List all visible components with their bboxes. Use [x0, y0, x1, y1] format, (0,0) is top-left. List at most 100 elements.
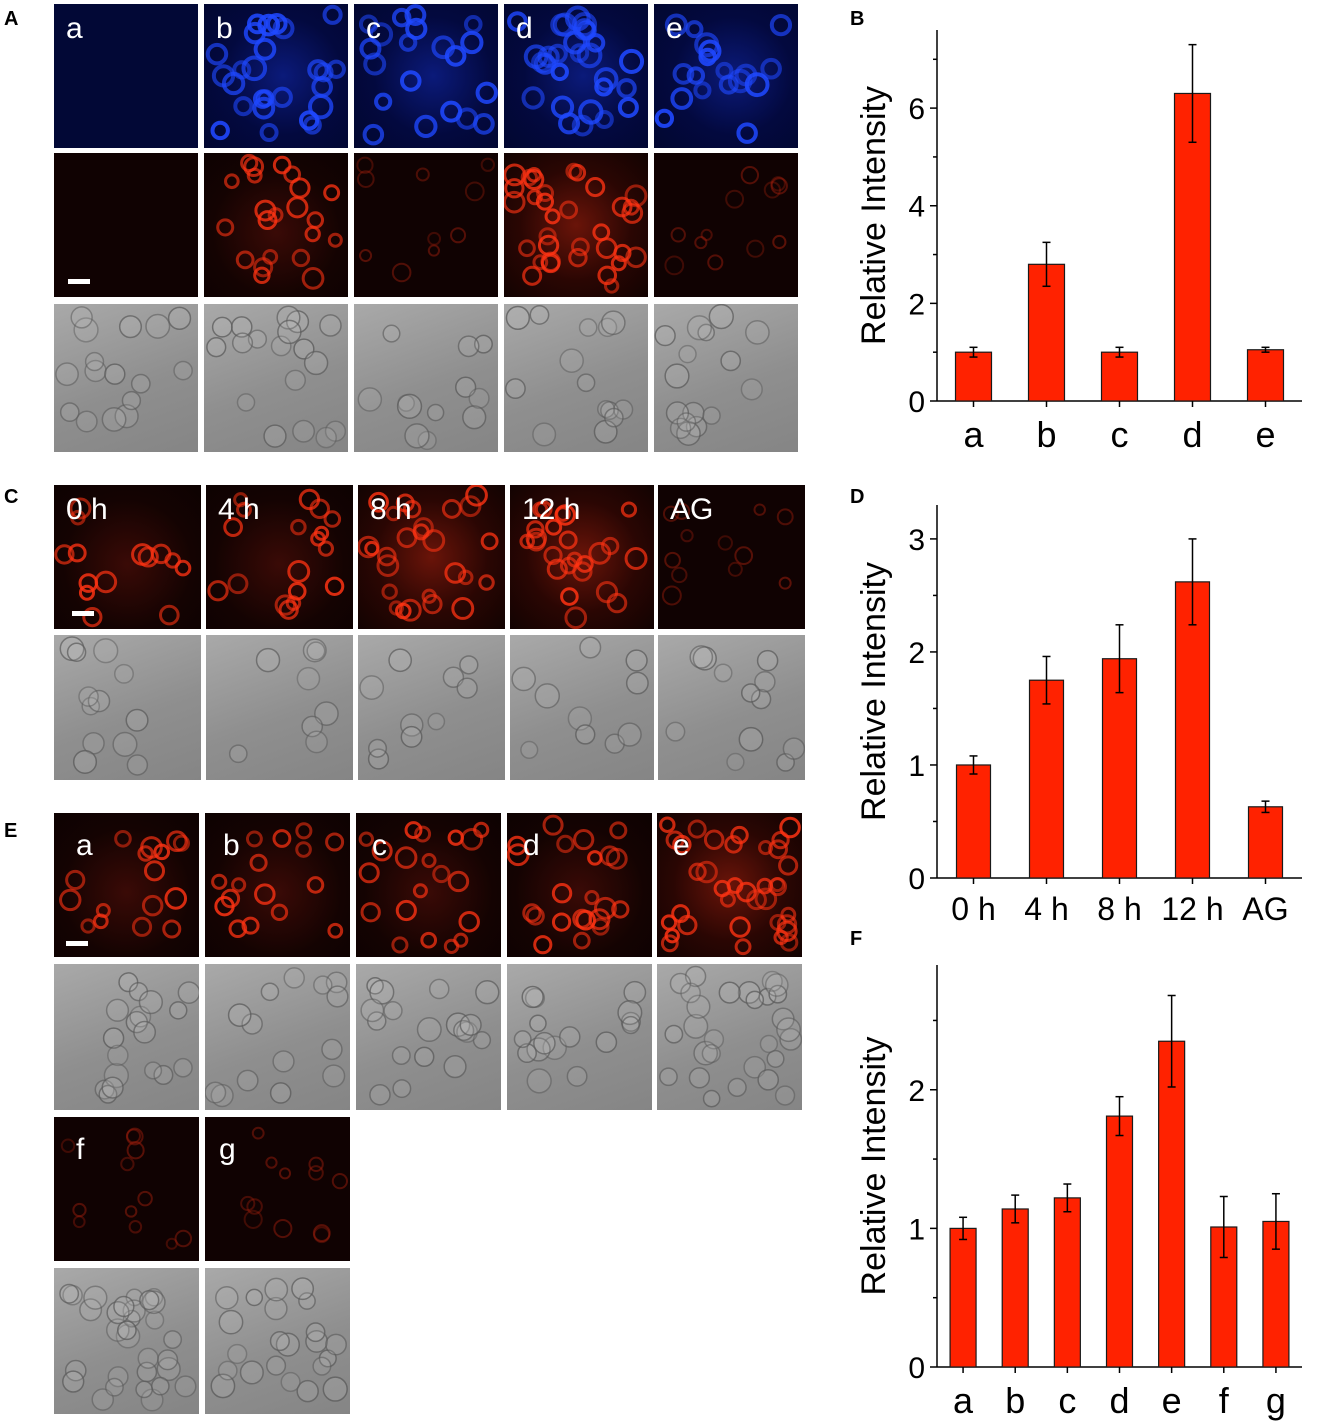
cell: [404, 423, 430, 449]
cell: [125, 708, 149, 732]
cell: [270, 903, 289, 922]
cell-image: [519, 500, 648, 629]
cell: [264, 1277, 289, 1302]
x-tick-label: 12 h: [1161, 891, 1223, 927]
cell: [368, 491, 389, 513]
cell: [744, 72, 770, 98]
cell-image: [207, 488, 345, 620]
micrograph-a-red: [54, 153, 198, 297]
cell: [331, 1173, 349, 1190]
cell: [779, 816, 801, 839]
cell: [715, 61, 734, 80]
cell: [770, 177, 788, 195]
cell: [622, 198, 640, 216]
cell: [414, 1046, 435, 1068]
cell: [600, 310, 626, 336]
cell: [529, 304, 550, 325]
x-tick-label: g: [1266, 1380, 1286, 1421]
cell: [162, 919, 182, 939]
cell: [315, 426, 338, 449]
cell: [126, 754, 149, 776]
cell: [505, 378, 526, 400]
cell: [113, 663, 134, 684]
cell: [302, 638, 327, 663]
cell: [688, 862, 707, 881]
micrograph-e-red: [654, 153, 798, 297]
cell: [526, 1068, 552, 1094]
cell: [60, 1138, 76, 1153]
cell: [551, 883, 573, 904]
micrograph-d-blue: d: [504, 4, 648, 148]
x-tick-label: c: [1058, 1380, 1076, 1421]
cell: [241, 1013, 263, 1035]
micrograph-8h-brightfield: [358, 635, 505, 780]
cell-image: [507, 814, 630, 955]
cell: [443, 1055, 467, 1079]
cell: [272, 1050, 295, 1073]
bar: [1174, 581, 1211, 879]
bar: [1246, 349, 1285, 402]
cell: [780, 906, 797, 923]
cell: [224, 173, 240, 190]
cell: [745, 990, 765, 1010]
cell-image: [356, 156, 496, 283]
cell: [325, 832, 345, 852]
cell: [368, 22, 394, 47]
cell: [625, 671, 649, 695]
cell-image: [210, 1277, 348, 1403]
y-axis-label: Relative Intensity: [855, 562, 893, 821]
cell: [298, 1292, 316, 1310]
y-tick-label: 0: [908, 386, 925, 419]
cell: [597, 265, 618, 286]
cell: [280, 1371, 301, 1393]
cell: [606, 592, 628, 614]
cell: [670, 87, 694, 110]
cell: [659, 1067, 678, 1087]
cell: [718, 981, 741, 1004]
cell: [400, 713, 424, 737]
cell: [613, 243, 632, 263]
cell: [292, 419, 316, 443]
cell: [566, 1065, 588, 1087]
cell-image: [357, 324, 493, 451]
bar: [1001, 1208, 1029, 1368]
cell: [307, 93, 334, 120]
cell: [135, 1380, 154, 1399]
cell: [669, 972, 692, 995]
cell: [376, 554, 400, 577]
y-tick-label: 3: [908, 524, 925, 557]
x-tick-label: 8 h: [1097, 891, 1141, 927]
cell: [619, 48, 645, 74]
panel-e-label-a: a: [76, 829, 93, 862]
cell: [686, 315, 713, 341]
cell: [227, 573, 249, 595]
cell: [66, 642, 87, 663]
cell: [543, 545, 563, 566]
cell: [239, 1360, 264, 1385]
cell: [414, 114, 438, 139]
cell: [625, 649, 648, 672]
cell: [70, 306, 93, 329]
cell: [214, 896, 235, 917]
scale-bar: [72, 611, 94, 616]
cell: [621, 1015, 640, 1035]
cell: [253, 257, 274, 278]
cell: [283, 967, 305, 989]
cell: [106, 1301, 130, 1325]
cell: [211, 873, 228, 890]
cell: [576, 42, 603, 69]
cell: [457, 335, 480, 358]
cell: [232, 60, 252, 80]
cell: [291, 248, 311, 268]
cell: [520, 740, 539, 760]
cell: [269, 1082, 292, 1104]
cell: [254, 199, 277, 222]
cell: [534, 683, 561, 709]
cell: [620, 501, 638, 518]
cell: [323, 510, 342, 528]
cell: [137, 1347, 159, 1369]
bar: [954, 351, 993, 402]
cell: [480, 532, 499, 551]
cell: [391, 7, 412, 28]
cell: [599, 845, 621, 867]
